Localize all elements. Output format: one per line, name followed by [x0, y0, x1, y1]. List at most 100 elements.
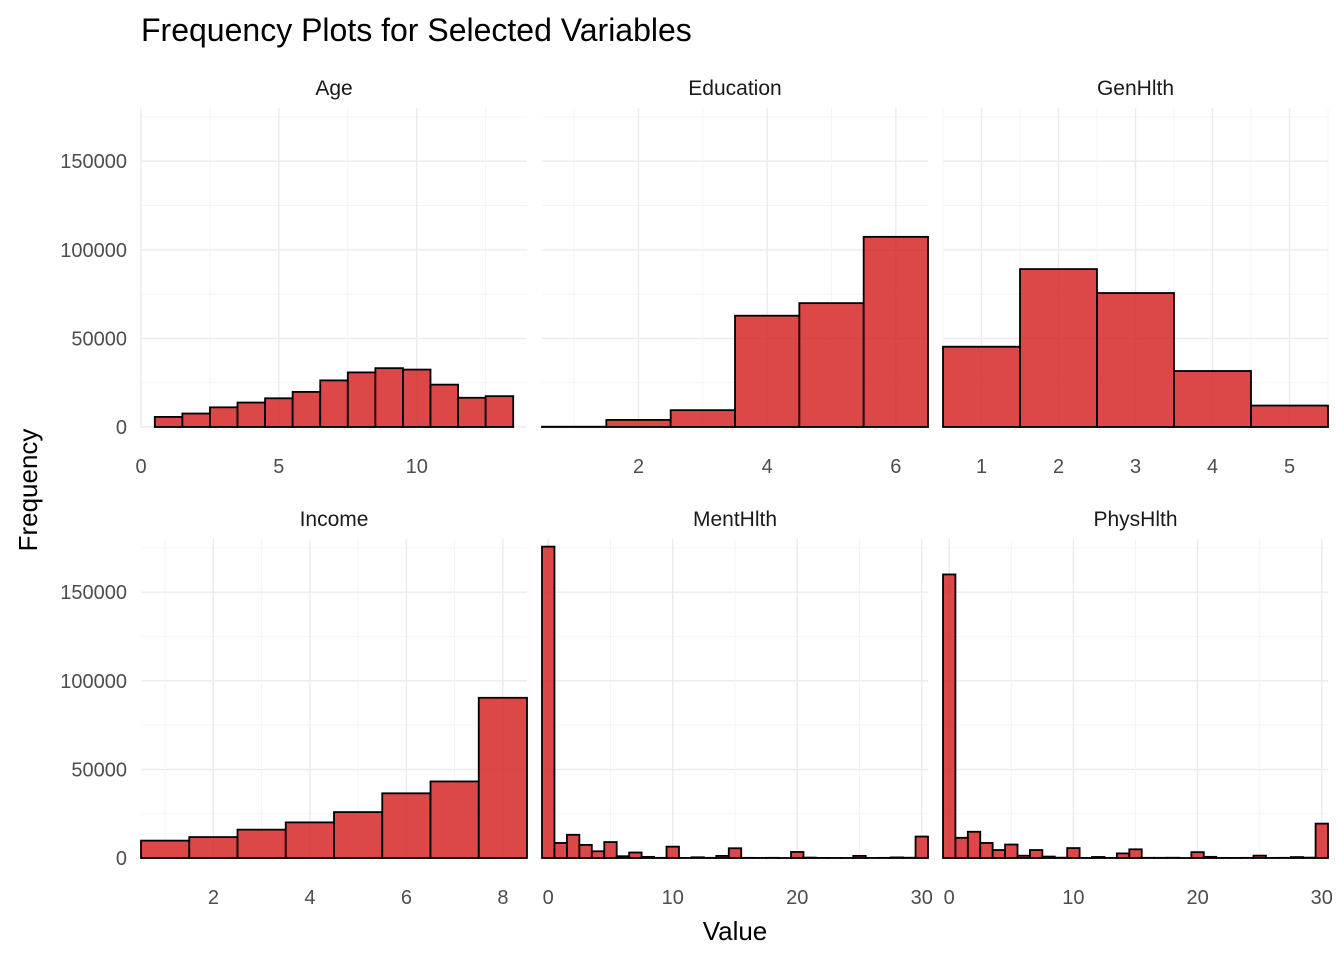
histogram-bar [189, 837, 237, 858]
histogram-bar [1018, 856, 1030, 858]
histogram-bar [1005, 845, 1017, 858]
histogram-bar [791, 852, 803, 858]
facet-panel-age: Age 0 5 10 [135, 77, 527, 478]
histogram-bar [1092, 857, 1104, 858]
x-tick-label: 0 [135, 456, 146, 478]
histogram-bar [891, 857, 903, 858]
histogram-bar [1067, 848, 1079, 858]
x-axis-title: Value [703, 916, 768, 946]
x-tick-label: 30 [1311, 887, 1333, 909]
y-tick-label: 150000 [60, 582, 127, 604]
facet-panel-income: Income 2 4 6 8 [141, 508, 527, 909]
histogram-bar [1117, 853, 1129, 858]
histogram-bar [691, 857, 703, 858]
histogram-bar [155, 417, 183, 427]
x-tick-label: 2 [1053, 456, 1064, 478]
histogram-bar [1129, 849, 1141, 858]
x-tick-label: 4 [1207, 456, 1218, 478]
histogram-bar [916, 837, 928, 858]
histogram-bar [735, 316, 799, 427]
histogram-bar [667, 847, 679, 858]
facet-strip-label: GenHlth [1097, 77, 1174, 100]
histogram-bar [604, 842, 616, 858]
x-tick-label: 1 [976, 456, 987, 478]
histogram-bar [968, 832, 980, 858]
chart-title: Frequency Plots for Selected Variables [141, 12, 692, 48]
histogram-bar [182, 414, 210, 427]
histogram-bar [431, 385, 459, 427]
facet-strip-label: MentHlth [693, 508, 777, 531]
x-tick-label: 5 [1284, 456, 1295, 478]
histogram-bar [210, 407, 238, 427]
x-tick-label: 0 [944, 887, 955, 909]
histogram-bar [1204, 857, 1216, 858]
histogram-bar [554, 843, 566, 858]
x-tick-label: 2 [208, 887, 219, 909]
histogram-bar [1174, 371, 1251, 427]
facet-panel-physhlth: PhysHlth 0 10 20 30 [943, 508, 1333, 909]
histogram-bar [853, 856, 865, 858]
x-tick-label: 4 [762, 456, 773, 478]
histogram-bar [403, 370, 431, 427]
histogram-bar [479, 698, 527, 858]
y-axis-title: Frequency [13, 429, 43, 552]
histogram-bar [348, 372, 376, 427]
histogram-bar [334, 812, 382, 858]
x-tick-label: 6 [401, 887, 412, 909]
histogram-bar [1253, 856, 1265, 858]
histogram-bar [629, 853, 641, 858]
y-tick-label: 100000 [60, 671, 127, 693]
x-tick-label: 30 [911, 887, 933, 909]
histogram-bar [579, 845, 591, 858]
y-tick-label: 150000 [60, 151, 127, 173]
x-tick-label: 2 [633, 456, 644, 478]
histogram-bar [642, 857, 654, 858]
x-tick-label: 5 [273, 456, 284, 478]
x-tick-label: 20 [1186, 887, 1208, 909]
histogram-bar [993, 850, 1005, 858]
x-tick-label: 0 [543, 887, 554, 909]
histogram-bar [799, 303, 863, 427]
facet-strip-label: Age [315, 77, 352, 100]
histogram-bar [1097, 293, 1174, 427]
x-tick-label: 10 [406, 456, 428, 478]
histogram-bar [943, 347, 1020, 427]
x-tick-label: 4 [304, 887, 315, 909]
histogram-bar [1191, 852, 1203, 858]
y-tick-label: 0 [116, 848, 127, 870]
histogram-bar [1251, 406, 1328, 427]
histogram-bar [486, 396, 514, 427]
y-tick-label: 50000 [71, 759, 127, 781]
histogram-bar [141, 841, 189, 858]
x-tick-label: 10 [1062, 887, 1084, 909]
histogram-bar [375, 368, 403, 427]
histogram-bar [617, 856, 629, 858]
histogram-bar [431, 781, 479, 858]
histogram-bar [943, 574, 955, 858]
histogram-bar [286, 822, 334, 858]
histogram-bar [592, 851, 604, 858]
histogram-bar [1020, 269, 1097, 427]
histogram-bar [1316, 824, 1328, 858]
histogram-bar [1291, 857, 1303, 858]
histogram-bar [716, 856, 728, 858]
histogram-bar [606, 420, 670, 427]
facet-strip-label: PhysHlth [1093, 508, 1177, 531]
histogram-bar [567, 835, 579, 858]
histogram-bar [238, 830, 286, 858]
histogram-bar [458, 398, 486, 427]
x-tick-label: 10 [662, 887, 684, 909]
x-tick-label: 20 [786, 887, 808, 909]
histogram-bar [1030, 850, 1042, 858]
facet-strip-label: Income [300, 508, 369, 531]
histogram-bar [293, 392, 321, 427]
y-tick-label: 50000 [71, 328, 127, 350]
x-tick-label: 6 [890, 456, 901, 478]
facet-panel-menthlth: MentHlth 0 10 20 30 [542, 508, 933, 909]
histogram-bar [238, 403, 266, 427]
x-tick-label: 8 [497, 887, 508, 909]
y-tick-label: 100000 [60, 240, 127, 262]
